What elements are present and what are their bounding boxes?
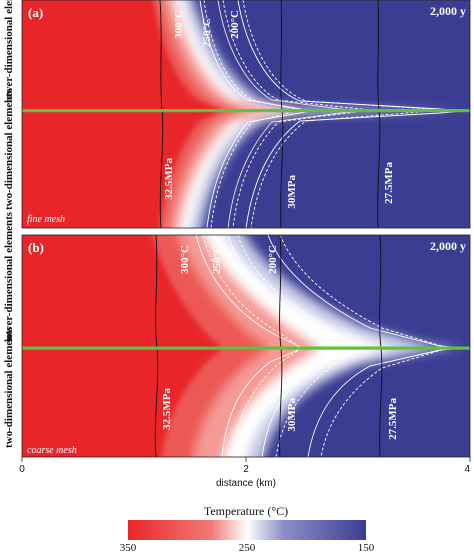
- colorbar-tick: 350: [120, 542, 137, 552]
- x-tick-label: 2: [243, 464, 249, 475]
- panel-b-temperature-field: [22, 235, 470, 457]
- fracture-line: [22, 346, 470, 350]
- pressure-label-30: 30MPa: [286, 398, 298, 432]
- colorbar-title: Temperature (°C): [204, 504, 288, 518]
- colorbar-gradient: [128, 520, 366, 540]
- time-label: 2,000 y: [430, 239, 466, 253]
- contour-label-200: 200°C: [229, 10, 241, 39]
- x-axis: 0 2 4 distance (km): [19, 457, 470, 489]
- contour-250-dashed: [237, 235, 361, 457]
- x-axis-label: distance (km): [216, 478, 276, 489]
- contour-label-250: 250°C: [211, 245, 223, 274]
- contour-label-300: 300°C: [179, 245, 191, 274]
- panel-b: (b) 2,000 y coarse mesh 300°C 250°C 200°…: [21, 234, 471, 458]
- region-label-upper: lower-dimensional elements: [3, 211, 15, 342]
- colorbar-tick: 250: [239, 542, 256, 552]
- mesh-label: fine mesh: [27, 214, 65, 225]
- pressure-label-30: 30MPa: [286, 175, 298, 209]
- contour-300-dashed: [202, 235, 303, 457]
- region-label-upper: lower-dimensional elements: [3, 0, 15, 103]
- contour-200-dashed: [279, 235, 450, 457]
- contour-200-dashed: [242, 0, 446, 228]
- colorbar: Temperature (°C) 350 250 150: [120, 504, 375, 552]
- panel-label: (a): [28, 5, 43, 20]
- contour-label-300: 300°C: [173, 10, 185, 39]
- region-label-lower: two-dimensional elements: [3, 88, 15, 210]
- panel-a-temperature-field: [22, 0, 470, 228]
- x-tick-label: 4: [464, 464, 470, 475]
- pressure-label-27-5: 27.5MPa: [387, 398, 399, 440]
- contour-label-250: 250°C: [201, 18, 213, 47]
- region-label-lower: two-dimensional elements: [3, 326, 15, 448]
- contour-label-200: 200°C: [267, 245, 279, 274]
- panel-label: (b): [28, 240, 44, 255]
- x-tick-label: 0: [19, 464, 25, 475]
- contour-300-dashed: [203, 0, 301, 228]
- time-label: 2,000 y: [430, 4, 466, 18]
- contour-250-dashed: [222, 0, 371, 228]
- panel-a: (a) 2,000 y fine mesh 300°C 250°C 200°C …: [21, 0, 471, 229]
- mesh-label: coarse mesh: [27, 445, 77, 456]
- pressure-label-27-5: 27.5MPa: [383, 162, 395, 204]
- fracture-line: [22, 109, 470, 113]
- pressure-label-32-5: 32.5MPa: [163, 158, 175, 200]
- colorbar-tick: 150: [358, 542, 375, 552]
- pressure-label-32-5: 32.5MPa: [161, 388, 173, 430]
